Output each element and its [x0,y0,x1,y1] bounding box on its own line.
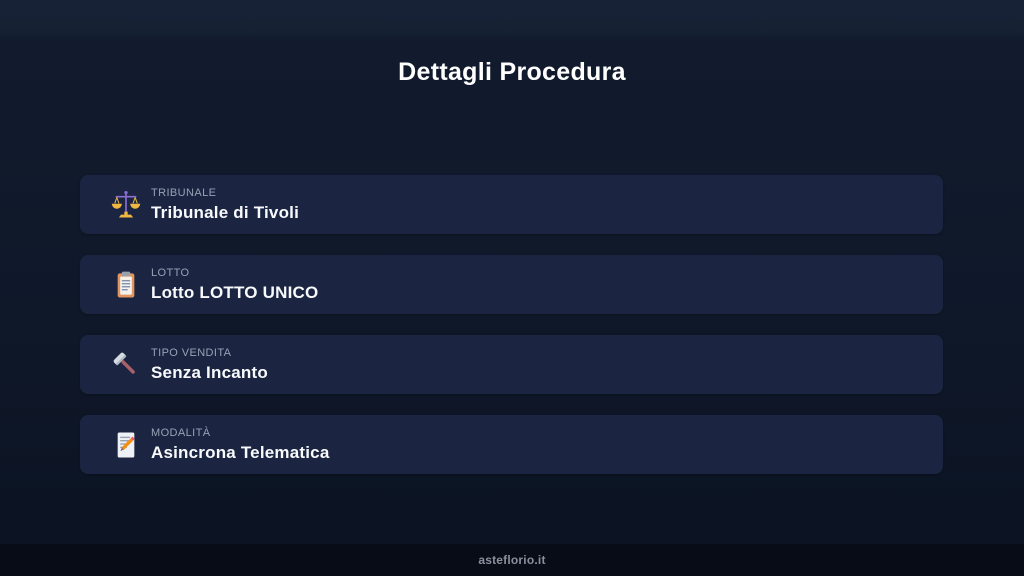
procedure-details-list: TRIBUNALE Tribunale di Tivoli LOTTO Lott… [80,175,943,474]
detail-card-modalita: MODALITÀ Asincrona Telematica [80,415,943,474]
detail-label: MODALITÀ [151,426,211,439]
detail-label: LOTTO [151,266,190,279]
detail-value: Tribunale di Tivoli [151,202,300,222]
detail-card-tribunale: TRIBUNALE Tribunale di Tivoli [80,175,943,234]
scales-icon [111,190,141,220]
page-title: Dettagli Procedura [398,58,626,86]
memo-icon [111,430,141,460]
footer-bar: asteflorio.it [0,544,1024,576]
detail-card-lotto: LOTTO Lotto LOTTO UNICO [80,255,943,314]
clipboard-icon [111,270,141,300]
site-domain: asteflorio.it [478,553,546,567]
detail-label: TRIBUNALE [151,186,217,199]
hammer-icon [111,350,141,380]
detail-value: Senza Incanto [151,362,268,382]
detail-label: TIPO VENDITA [151,346,232,359]
detail-card-tipo-vendita: TIPO VENDITA Senza Incanto [80,335,943,394]
detail-value: Lotto LOTTO UNICO [151,282,319,302]
detail-value: Asincrona Telematica [151,442,330,462]
